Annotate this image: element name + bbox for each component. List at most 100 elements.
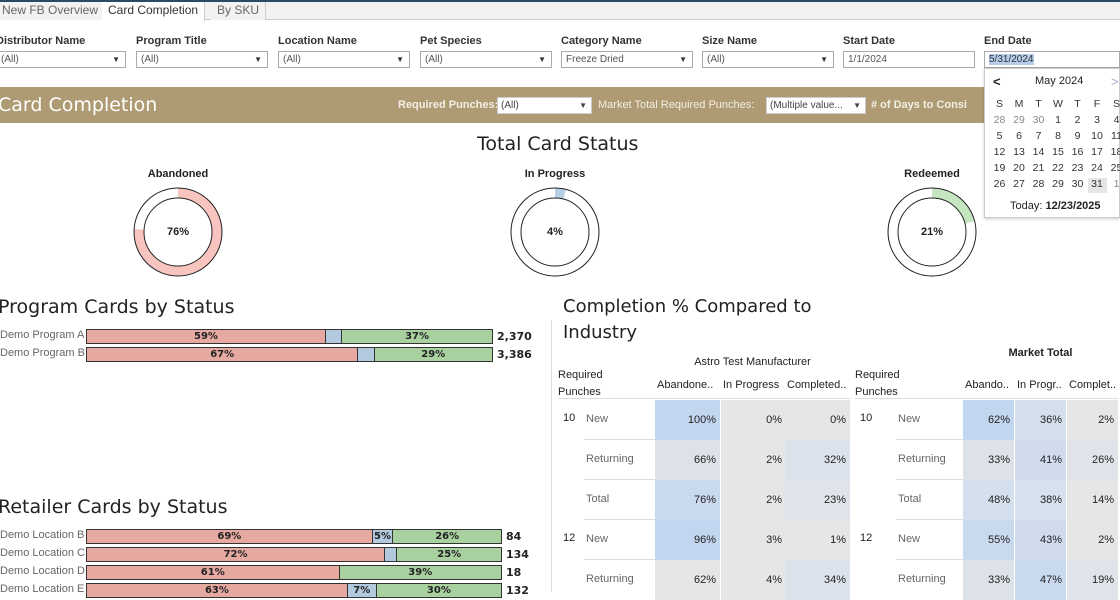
date-input[interactable]: 1/1/2024 [843,51,975,68]
tab-card-completion[interactable]: Card Completion [102,2,206,21]
calendar-day[interactable]: 20 [1013,162,1025,174]
tab-by-sku[interactable]: By SKU [211,2,267,20]
calendar-day[interactable]: 13 [1013,146,1025,158]
calendar-day[interactable]: 11 [1111,130,1120,142]
market-punches-select[interactable]: (Multiple value... ▼ [766,97,866,114]
next-month-button[interactable]: > [1111,74,1119,89]
calendar-day[interactable]: 2 [1074,114,1081,126]
table-cell[interactable]: 4% [721,560,786,600]
bar-segment-in-progress[interactable] [358,348,375,361]
filter-select[interactable]: (All) ▼ [278,51,410,68]
column-header[interactable]: Abandone.. [657,379,714,391]
calendar-day[interactable]: 1 [1113,178,1120,190]
table-cell[interactable]: 3% [721,520,786,560]
table-cell[interactable]: 76% [655,480,720,520]
table-cell[interactable]: 2% [721,440,786,480]
calendar-day[interactable]: 15 [1052,146,1064,158]
table-cell[interactable]: 33% [963,440,1014,480]
bar-row-label[interactable]: Demo Program B [0,347,85,359]
table-cell[interactable]: 14% [1067,480,1118,520]
calendar-day[interactable]: 1 [1055,114,1061,126]
date-input[interactable]: 5/31/2024 [984,51,1120,68]
calendar-day[interactable]: 4 [1113,114,1120,126]
calendar-day[interactable]: 19 [993,162,1006,174]
filter-select[interactable]: (All) ▼ [136,51,268,68]
stacked-bar[interactable]: 72% 25% [86,547,502,562]
table-cell[interactable]: 100% [655,400,720,440]
column-header[interactable]: In Progr.. [1017,379,1062,391]
table-cell[interactable]: 38% [1015,480,1066,520]
calendar-day[interactable]: 14 [1032,146,1045,158]
table-cell[interactable]: 96% [655,520,720,560]
table-cell[interactable]: 33% [963,560,1014,600]
calendar-day[interactable]: 24 [1091,162,1103,174]
table-cell[interactable]: 0% [785,400,850,440]
stacked-bar[interactable]: 61% 39% [86,565,502,580]
bar-segment-abandoned[interactable]: 69% [87,530,373,543]
calendar-day[interactable]: 25 [1110,162,1120,174]
table-cell[interactable]: 26% [1067,440,1118,480]
calendar-day[interactable]: 17 [1091,146,1103,158]
table-cell[interactable]: 43% [1015,520,1066,560]
table-cell[interactable]: 55% [963,520,1014,560]
bar-segment-completed[interactable]: 37% [342,330,492,343]
bar-row-label[interactable]: Demo Location B [0,529,85,541]
table-cell[interactable]: 1% [785,520,850,560]
bar-segment-in-progress[interactable]: 7% [347,584,377,597]
table-cell[interactable]: 32% [785,440,850,480]
bar-segment-abandoned[interactable]: 67% [87,348,359,361]
calendar-day[interactable]: 27 [1013,178,1025,190]
bar-row-label[interactable]: Demo Location C [0,547,85,559]
bar-segment-completed[interactable]: 29% [374,348,492,361]
table-cell[interactable]: 47% [1015,560,1066,600]
column-header[interactable]: Completed.. [787,379,847,391]
calendar-day[interactable]: 3 [1094,114,1100,126]
bar-segment-completed[interactable]: 39% [339,566,501,579]
calendar-day[interactable]: 26 [993,178,1006,190]
bar-row-label[interactable]: Demo Program A [0,329,85,341]
table-cell[interactable]: 23% [785,480,850,520]
calendar-day[interactable]: 6 [1016,130,1022,142]
table-cell[interactable]: 41% [1015,440,1066,480]
stacked-bar[interactable]: 69% 5% 26% [86,529,502,544]
bar-segment-abandoned[interactable]: 59% [87,330,326,343]
filter-select[interactable]: (All) ▼ [702,51,834,68]
filter-select[interactable]: (All) ▼ [0,51,126,68]
bar-segment-completed[interactable]: 30% [376,584,501,597]
table-cell[interactable]: 2% [1067,520,1118,560]
calendar-day[interactable]: 5 [996,130,1003,142]
calendar-day[interactable]: 28 [1032,178,1045,190]
today-date[interactable]: 12/23/2025 [1045,200,1101,212]
table-cell[interactable]: 62% [963,400,1014,440]
calendar-day[interactable]: 30 [1071,178,1084,190]
calendar-day[interactable]: 10 [1091,130,1103,142]
column-header[interactable]: Abando.. [965,379,1010,391]
stacked-bar[interactable]: 63% 7% 30% [86,583,502,598]
calendar-day[interactable]: 29 [1013,114,1025,126]
calendar-day[interactable]: 31 [1087,178,1107,193]
table-cell[interactable]: 2% [721,480,786,520]
column-header[interactable]: In Progress [723,379,780,391]
bar-segment-in-progress[interactable] [385,548,398,561]
prev-month-button[interactable]: < [993,74,1001,89]
filter-select[interactable]: (All) ▼ [420,51,552,68]
calendar-day[interactable]: 28 [993,114,1006,126]
calendar-day[interactable]: 22 [1052,162,1064,174]
calendar-day[interactable]: 16 [1071,146,1084,158]
table-cell[interactable]: 48% [963,480,1014,520]
bar-row-label[interactable]: Demo Location D [0,565,85,577]
bar-segment-abandoned[interactable]: 72% [87,548,386,561]
stacked-bar[interactable]: 59% 37% [86,329,493,344]
table-cell[interactable]: 36% [1015,400,1066,440]
bar-segment-abandoned[interactable]: 61% [87,566,340,579]
bar-segment-in-progress[interactable] [325,330,343,343]
bar-row-label[interactable]: Demo Location E [0,583,85,595]
bar-segment-completed[interactable]: 26% [393,530,501,543]
table-cell[interactable]: 2% [1067,400,1118,440]
table-cell[interactable]: 62% [655,560,720,600]
calendar-day[interactable]: 9 [1074,130,1081,142]
calendar-day[interactable]: 12 [993,146,1006,158]
tab-new-fb-overview[interactable]: New FB Overview [0,2,106,20]
calendar-day[interactable]: 18 [1110,146,1120,158]
table-cell[interactable]: 34% [785,560,850,600]
